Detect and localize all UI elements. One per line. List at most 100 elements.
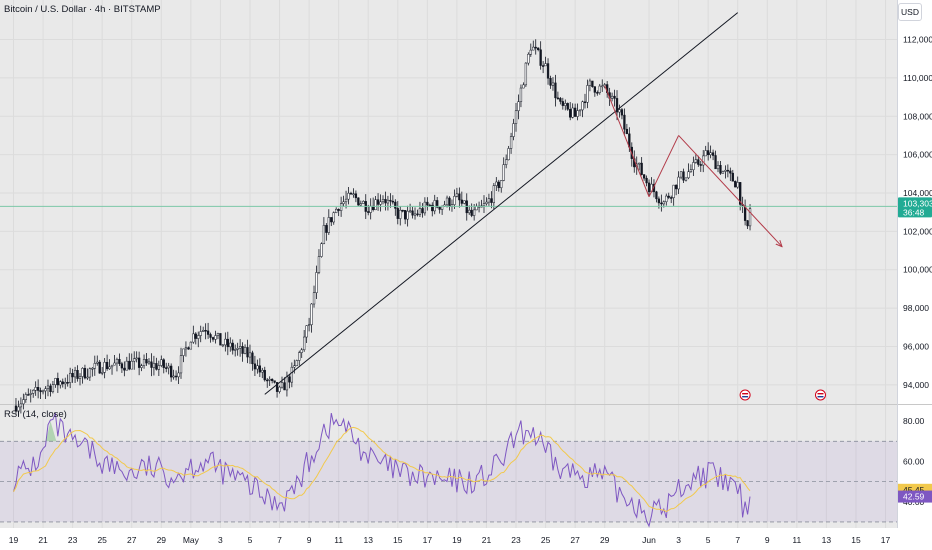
candle bbox=[445, 195, 449, 208]
candle bbox=[625, 123, 629, 135]
candle bbox=[519, 84, 523, 108]
candle bbox=[271, 378, 274, 384]
candle bbox=[221, 344, 225, 348]
candle bbox=[115, 357, 119, 372]
candle bbox=[739, 182, 742, 211]
candle bbox=[613, 89, 616, 107]
candle bbox=[266, 377, 269, 388]
candle bbox=[177, 366, 180, 384]
price-tick-label: 98,000 bbox=[903, 303, 929, 313]
candle bbox=[507, 145, 510, 161]
candle bbox=[551, 77, 555, 91]
time-tick-label: 25 bbox=[541, 535, 551, 545]
candle bbox=[711, 149, 715, 161]
candle bbox=[91, 367, 94, 377]
candle bbox=[586, 79, 589, 109]
time-tick-label: 3 bbox=[218, 535, 223, 545]
candle bbox=[421, 203, 424, 218]
candle bbox=[290, 362, 294, 388]
candle bbox=[261, 367, 264, 379]
candle bbox=[49, 383, 52, 397]
current-price-label: 103,303 bbox=[903, 198, 932, 208]
candle bbox=[280, 376, 284, 389]
trendline bbox=[678, 135, 782, 246]
candle bbox=[354, 190, 358, 203]
candle bbox=[463, 200, 466, 205]
time-tick-label: 19 bbox=[452, 535, 462, 545]
event-flag-icon[interactable] bbox=[814, 389, 826, 401]
candle bbox=[376, 193, 380, 211]
candle bbox=[199, 325, 202, 343]
candle bbox=[170, 363, 173, 382]
candle bbox=[357, 197, 360, 206]
trendline bbox=[604, 85, 650, 198]
candle bbox=[310, 303, 313, 333]
price-tick-label: 104,000 bbox=[903, 188, 932, 198]
candle bbox=[684, 177, 688, 182]
candle bbox=[39, 387, 42, 400]
candle bbox=[566, 102, 569, 111]
candle bbox=[485, 197, 488, 206]
candle bbox=[165, 362, 168, 373]
candle bbox=[315, 265, 318, 300]
candle bbox=[401, 209, 404, 213]
candle bbox=[150, 353, 153, 377]
candle bbox=[17, 400, 20, 416]
candle bbox=[167, 362, 170, 375]
candle bbox=[381, 195, 385, 205]
price-tick-label: 102,000 bbox=[903, 226, 932, 236]
candle bbox=[647, 179, 651, 196]
candle bbox=[268, 376, 271, 386]
candle bbox=[509, 132, 513, 154]
candle bbox=[411, 206, 414, 219]
candle bbox=[394, 199, 397, 216]
time-tick-label: 11 bbox=[334, 535, 343, 545]
candle bbox=[352, 188, 355, 198]
candle bbox=[93, 355, 96, 376]
price-tick-label: 96,000 bbox=[903, 341, 929, 351]
candle bbox=[689, 164, 693, 173]
candle bbox=[103, 358, 106, 379]
candle bbox=[541, 61, 545, 74]
candle bbox=[216, 332, 220, 340]
candle bbox=[620, 107, 624, 120]
time-tick-label: 13 bbox=[822, 535, 832, 545]
rsi-tick-label: 80.00 bbox=[903, 416, 925, 426]
event-flag-icon[interactable] bbox=[739, 389, 751, 401]
candle bbox=[142, 354, 146, 369]
candle bbox=[248, 344, 252, 364]
candle bbox=[105, 354, 109, 371]
rsi-tick-label: 60.00 bbox=[903, 456, 925, 466]
candle bbox=[610, 92, 614, 102]
candle bbox=[578, 109, 582, 117]
time-tick-label: 29 bbox=[600, 535, 610, 545]
candle bbox=[554, 74, 557, 107]
candle bbox=[325, 223, 328, 241]
candle bbox=[677, 171, 680, 194]
candle bbox=[413, 207, 417, 220]
candle bbox=[189, 341, 193, 350]
candle bbox=[29, 389, 32, 403]
candle bbox=[379, 194, 382, 212]
candle bbox=[253, 355, 257, 376]
candle bbox=[118, 353, 121, 366]
candle bbox=[362, 200, 365, 205]
candle bbox=[59, 380, 62, 389]
currency-button[interactable]: USD bbox=[898, 3, 922, 21]
candle bbox=[719, 161, 722, 175]
candle bbox=[231, 339, 234, 355]
candle bbox=[569, 102, 572, 121]
rsi-ma-label: 45.45 bbox=[903, 485, 925, 495]
current-price-badge bbox=[898, 197, 932, 218]
candle bbox=[539, 41, 542, 70]
candle bbox=[347, 187, 350, 205]
rsi-value-label: 42.59 bbox=[903, 492, 925, 502]
candle bbox=[19, 397, 23, 414]
candle bbox=[748, 204, 752, 231]
candle bbox=[238, 339, 242, 357]
candle bbox=[145, 352, 148, 366]
candle bbox=[623, 108, 626, 136]
candle bbox=[243, 344, 247, 355]
time-tick-label: 25 bbox=[97, 535, 107, 545]
